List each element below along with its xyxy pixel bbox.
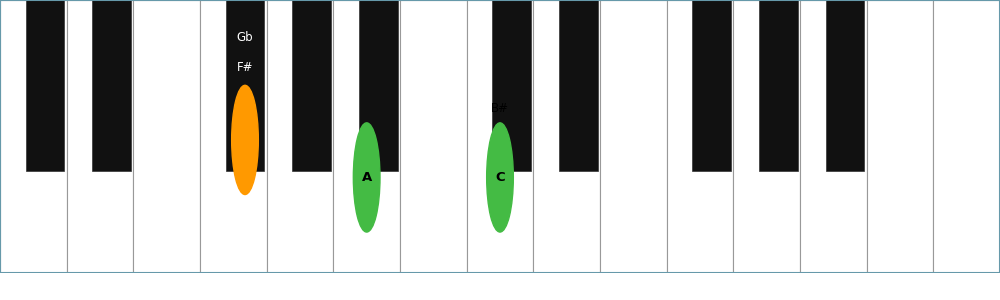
Text: A: A [362,171,372,184]
Circle shape [232,85,258,194]
Bar [733,0,800,273]
Bar [133,0,200,273]
Bar [692,0,731,171]
Bar [0,0,67,273]
Bar [359,0,398,171]
Text: B#: B# [491,102,509,115]
Bar [92,0,131,171]
Bar [467,0,533,273]
Bar [826,0,864,171]
Circle shape [353,123,380,232]
Bar [26,0,64,171]
Bar [667,0,733,273]
Text: F#: F# [237,61,253,74]
Bar [492,0,531,171]
Bar [67,0,133,273]
Text: Provided by: Provided by [20,280,94,293]
Text: under CC-BY-NC-SA: under CC-BY-NC-SA [440,280,560,293]
Bar [867,0,933,273]
Bar [267,0,333,273]
Bar [600,0,667,273]
Bar [933,0,1000,273]
Bar [333,0,400,273]
Bar [533,0,600,273]
Bar [759,0,798,171]
Text: C: C [495,171,505,184]
Bar [292,0,331,171]
Bar [400,0,467,273]
Bar [200,0,267,273]
Circle shape [487,123,513,232]
Bar [559,0,598,171]
Bar [226,0,264,171]
Text: Gb: Gb [237,32,253,44]
Bar [800,0,867,273]
